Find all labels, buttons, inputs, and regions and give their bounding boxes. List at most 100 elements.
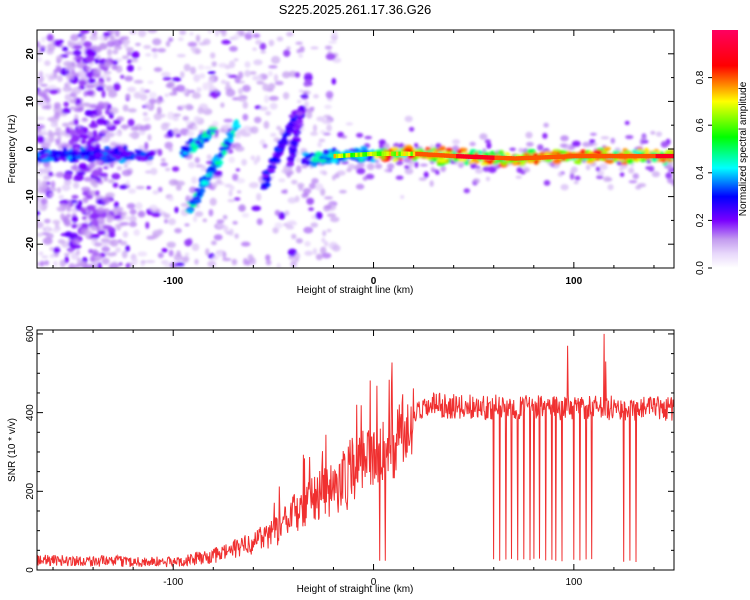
heatmap-blob — [661, 158, 667, 164]
heatmap-blob — [323, 132, 331, 136]
heatmap-blob — [482, 148, 487, 153]
heatmap-blob — [259, 42, 267, 51]
heatmap-blob — [267, 167, 275, 173]
heatmap-blob — [50, 180, 56, 188]
heatmap-mainline-cell — [340, 153, 344, 158]
heatmap-blob — [242, 84, 251, 92]
heatmap-blob — [238, 31, 245, 37]
heatmap-mainline-cell — [441, 153, 445, 158]
heatmap-blob — [291, 233, 297, 240]
heatmap-blob — [48, 171, 53, 177]
heatmap-blob — [526, 141, 534, 147]
heatmap-blob — [285, 124, 292, 128]
heatmap-blob — [37, 116, 45, 121]
heatmap-blob — [310, 131, 318, 136]
snr-xtick-label: -100 — [163, 577, 183, 588]
heatmap-blob — [117, 211, 123, 216]
heatmap-blob — [167, 218, 176, 226]
heatmap-blob — [286, 46, 291, 51]
heatmap-blob — [38, 251, 44, 256]
heatmap-blob — [205, 248, 210, 256]
heatmap-blob — [99, 42, 108, 50]
heatmap-blob — [100, 156, 107, 161]
heatmap-blob — [138, 30, 147, 38]
heatmap-blob — [175, 84, 186, 92]
heatmap-blob — [392, 158, 399, 163]
heatmap-mainline-cell — [494, 155, 498, 160]
heatmap-blob — [145, 221, 150, 229]
heatmap-blob — [38, 70, 44, 78]
heatmap-blob — [331, 78, 337, 85]
heatmap-blob — [665, 163, 673, 170]
heatmap-blob — [143, 116, 151, 122]
heatmap-blob — [136, 66, 142, 71]
heatmap-blob — [41, 105, 51, 110]
heatmap-blob — [414, 143, 419, 148]
heatmap-blob — [81, 117, 88, 122]
heatmap-blob — [341, 135, 348, 139]
heatmap-ylabel: Frequency (Hz) — [7, 115, 18, 184]
heatmap-blob — [90, 254, 96, 263]
heatmap-blob — [152, 233, 159, 239]
heatmap-blob — [211, 156, 221, 162]
heatmap-blob — [261, 174, 270, 178]
heatmap-mainline-cell — [487, 155, 491, 160]
heatmap-blob — [282, 92, 290, 100]
heatmap-blob — [234, 233, 239, 239]
heatmap-mainline-cell — [465, 154, 469, 159]
heatmap-blob — [590, 132, 597, 136]
heatmap-mainline-cell — [400, 151, 404, 156]
heatmap-blob — [192, 124, 198, 131]
heatmap-blob — [144, 170, 152, 174]
heatmap-mainline-cell — [408, 151, 411, 156]
heatmap-blob — [549, 151, 558, 156]
heatmap-blob — [101, 246, 110, 253]
heatmap-blob — [345, 122, 354, 126]
heatmap-blob — [180, 202, 190, 208]
heatmap-blob — [252, 47, 257, 51]
heatmap-mainline-core — [333, 151, 674, 161]
heatmap-mainline-cell — [347, 153, 351, 158]
heatmap-blob — [210, 52, 216, 59]
heatmap-blob — [110, 239, 119, 247]
heatmap-mainline-cell — [636, 153, 640, 159]
heatmap-blob — [106, 40, 115, 48]
colorbar-tick-label: 0.6 — [695, 118, 706, 132]
heatmap-blob — [620, 164, 628, 170]
heatmap-blob — [157, 148, 163, 157]
heatmap-blob — [452, 145, 460, 151]
heatmap-blob — [123, 164, 128, 168]
heatmap-blob — [207, 71, 216, 75]
heatmap-blob — [285, 221, 294, 226]
heatmap-blob — [114, 214, 122, 220]
heatmap-blob — [160, 122, 169, 131]
heatmap-blob — [296, 111, 304, 116]
heatmap-blob — [276, 36, 284, 42]
heatmap-blob — [269, 102, 278, 110]
heatmap-blob — [68, 263, 76, 268]
chart-title: S225.2025.261.17.36.G26 — [279, 2, 432, 17]
heatmap-mainline-cell — [564, 154, 568, 159]
heatmap-blob — [61, 184, 71, 192]
heatmap-mainline-cell — [614, 153, 618, 159]
heatmap-mainline-cell — [508, 156, 512, 161]
heatmap-blob — [671, 179, 674, 187]
heatmap-blob — [336, 170, 346, 176]
heatmap-blob — [41, 36, 46, 43]
heatmap-blob — [73, 118, 79, 126]
heatmap-mainline-cell — [585, 153, 589, 159]
heatmap-blob — [79, 134, 90, 140]
heatmap-blob — [237, 94, 248, 102]
heatmap-blob — [54, 222, 60, 229]
heatmap-blob — [324, 45, 333, 50]
heatmap-blob — [139, 125, 149, 131]
heatmap-blob — [42, 183, 49, 188]
heatmap-blob — [196, 191, 202, 197]
heatmap-blob — [38, 132, 49, 136]
heatmap-blob — [239, 204, 246, 212]
heatmap-blob — [244, 61, 251, 68]
heatmap-blob — [73, 107, 83, 113]
heatmap-blob — [127, 86, 136, 93]
heatmap-mainline-cell — [530, 155, 534, 161]
heatmap-blob — [168, 92, 178, 96]
